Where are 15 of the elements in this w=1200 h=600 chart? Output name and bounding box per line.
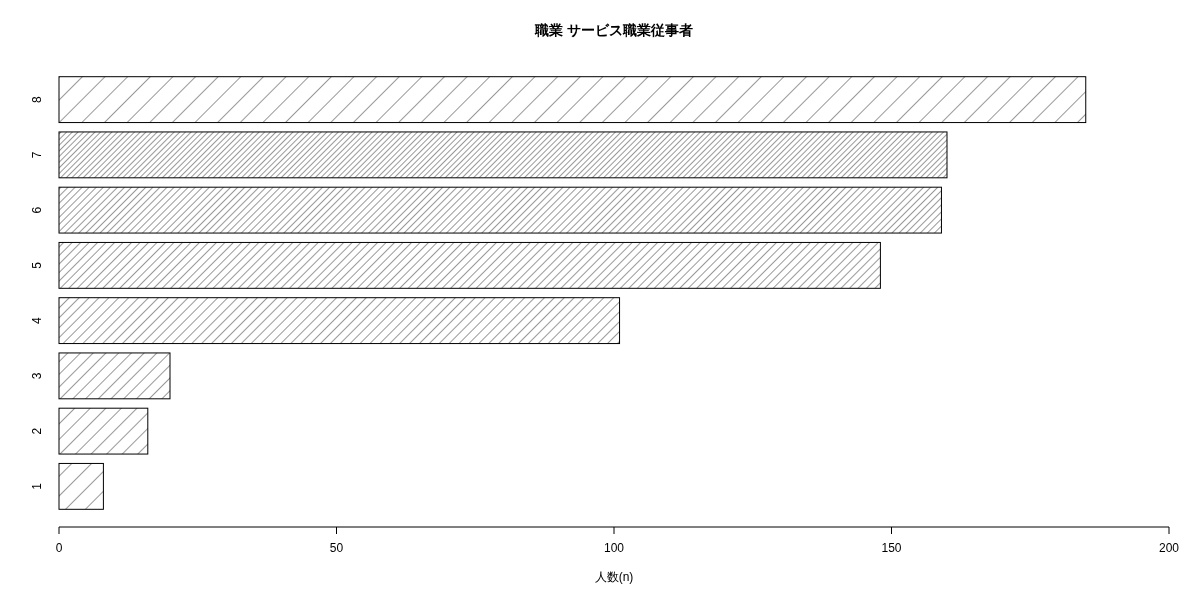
y-tick-label: 3: [30, 372, 44, 380]
chart-title: 職業 サービス職業従事者: [534, 22, 693, 38]
y-tick-label: 1: [30, 482, 44, 490]
x-tick-label: 50: [329, 541, 344, 555]
y-tick-label: 2: [30, 427, 44, 435]
x-tick-label: 200: [1158, 541, 1180, 555]
x-axis-title: 人数(n): [594, 570, 634, 584]
y-tick-label: 7: [30, 151, 44, 159]
x-tick-label: 100: [603, 541, 625, 555]
x-tick-label: 150: [881, 541, 902, 555]
x-tick-label: 0: [55, 541, 63, 555]
y-tick-label: 4: [30, 316, 44, 324]
y-tick-label: 8: [30, 95, 44, 103]
y-tick-label: 6: [30, 206, 44, 214]
y-tick-label: 5: [30, 261, 44, 269]
